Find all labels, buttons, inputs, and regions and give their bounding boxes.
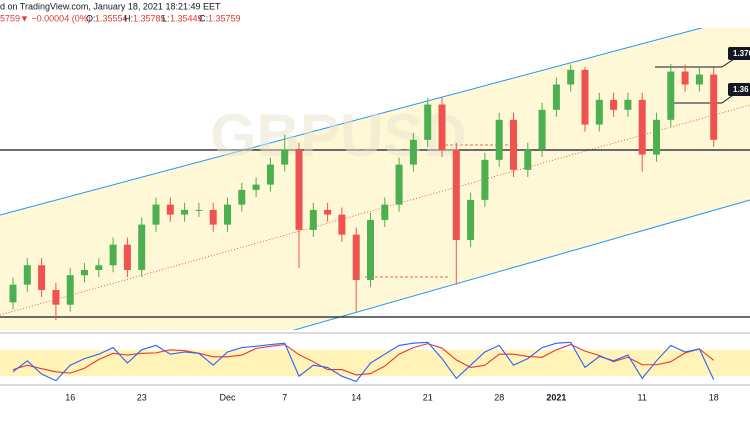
callout-label: 1.36 bbox=[733, 85, 749, 94]
candle-body bbox=[610, 99, 618, 110]
candle-body bbox=[452, 149, 460, 240]
candle-body bbox=[638, 99, 646, 155]
header-open-label: O: bbox=[86, 13, 96, 23]
candle-body bbox=[381, 204, 389, 220]
x-tick-label: 23 bbox=[137, 392, 147, 402]
header-close-label: C: bbox=[199, 13, 208, 23]
candle-body bbox=[681, 71, 689, 85]
candle-body bbox=[510, 119, 517, 170]
candle-body bbox=[81, 269, 88, 276]
candle-body bbox=[281, 149, 289, 165]
candle-body bbox=[710, 74, 718, 140]
header-price: 5759 bbox=[0, 13, 20, 23]
candle-body bbox=[181, 209, 189, 215]
callout-box bbox=[728, 83, 750, 96]
candles bbox=[9, 63, 718, 320]
candle-body bbox=[567, 69, 575, 85]
callout-label: 1.370 bbox=[733, 49, 750, 58]
header-low: 1.35449 bbox=[170, 13, 203, 23]
channel-upper bbox=[0, 28, 704, 216]
header-high: 1.35785 bbox=[133, 13, 166, 23]
candle-body bbox=[95, 265, 103, 270]
candle-body bbox=[266, 164, 274, 185]
candle-body bbox=[367, 219, 374, 280]
callout-box bbox=[728, 47, 750, 60]
candle-body bbox=[38, 265, 46, 290]
candle-body bbox=[524, 149, 532, 170]
candle-body bbox=[395, 164, 403, 205]
candle-body bbox=[667, 71, 675, 120]
candle-body bbox=[138, 224, 146, 270]
header-open: 1.35554 bbox=[95, 13, 128, 23]
header-low-label: L: bbox=[162, 13, 170, 23]
candle-body bbox=[595, 99, 603, 125]
candle-body bbox=[409, 139, 417, 165]
x-tick-label: 18 bbox=[709, 392, 719, 402]
drawings: 1.370 1.36 GBPUSD bbox=[0, 28, 750, 330]
candle-body bbox=[238, 189, 246, 205]
candle-body bbox=[152, 204, 160, 225]
candle-body bbox=[653, 119, 660, 155]
candle-body bbox=[338, 214, 346, 235]
candle-body bbox=[309, 209, 317, 230]
candle-body bbox=[66, 275, 74, 305]
candle-body bbox=[552, 84, 560, 110]
candle-body bbox=[52, 289, 60, 305]
x-tick-label: 2021 bbox=[546, 392, 566, 402]
x-tick-label: 14 bbox=[351, 392, 361, 402]
candle-body bbox=[438, 104, 446, 150]
candle-body bbox=[424, 104, 432, 140]
candle-body bbox=[9, 284, 17, 303]
candle-body bbox=[123, 244, 131, 270]
header-source: d on TradingView.com, January 18, 2021 1… bbox=[0, 1, 221, 11]
stochastic-line bbox=[12, 343, 715, 376]
header-high-label: H: bbox=[124, 13, 133, 23]
x-tick-label: 7 bbox=[282, 392, 287, 402]
channel-median bbox=[0, 104, 750, 316]
candle-body bbox=[538, 109, 546, 150]
stochastic-line bbox=[12, 341, 715, 383]
channel-lower bbox=[292, 199, 750, 330]
watermark: GBPUSD bbox=[210, 102, 467, 169]
candle-body bbox=[495, 119, 503, 160]
candle-body bbox=[224, 204, 231, 225]
header-change: ▼ −0.00004 (0%) bbox=[20, 13, 91, 23]
candle-body bbox=[324, 209, 332, 215]
candle-body bbox=[695, 74, 703, 85]
x-tick-label: 11 bbox=[638, 392, 647, 402]
header-close: 1.35759 bbox=[208, 13, 241, 23]
candle-body bbox=[195, 209, 203, 211]
time-axis: 16 23 Dec 7 14 21 28 2021 11 18 bbox=[65, 392, 719, 402]
candle-body bbox=[109, 244, 117, 266]
candle-body bbox=[166, 204, 174, 215]
x-tick-label: Dec bbox=[219, 392, 236, 402]
x-tick-label: 28 bbox=[494, 392, 504, 402]
candle-body bbox=[209, 209, 217, 225]
candle-body bbox=[467, 199, 475, 240]
candle-body bbox=[481, 159, 489, 200]
candle-body bbox=[624, 99, 632, 110]
candle-body bbox=[352, 234, 360, 280]
candle-body bbox=[252, 184, 260, 190]
channel-fill bbox=[0, 28, 750, 330]
candle-body bbox=[581, 69, 589, 125]
stochastic bbox=[12, 341, 715, 383]
candle-body bbox=[295, 149, 303, 230]
candle-body bbox=[23, 265, 31, 285]
x-tick-label: 21 bbox=[423, 392, 433, 402]
x-tick-label: 16 bbox=[65, 392, 75, 402]
